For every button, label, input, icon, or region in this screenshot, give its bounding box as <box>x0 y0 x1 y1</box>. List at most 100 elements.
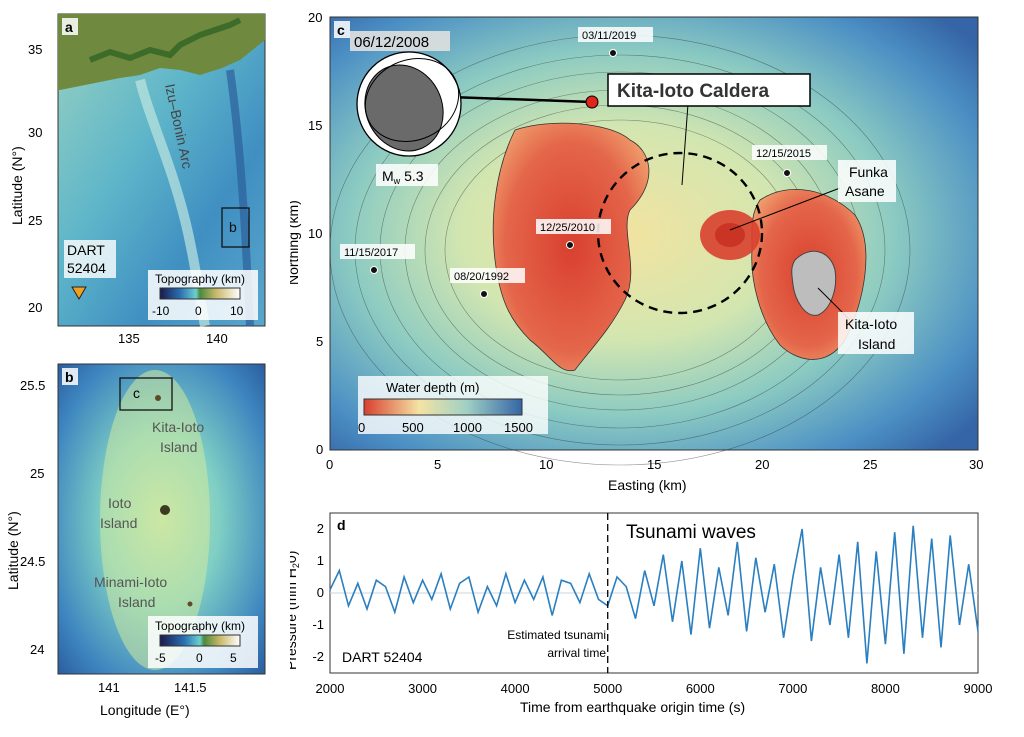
y-tick: 35 <box>28 42 42 57</box>
depth-colorbar-title: Water depth (m) <box>386 380 479 395</box>
x-tick: 0 <box>326 457 333 472</box>
x-tick: 30 <box>969 457 983 472</box>
topo-colorbar <box>159 634 241 647</box>
event-date-label: 12/15/2015 <box>756 148 811 160</box>
y-tick: 15 <box>308 118 322 133</box>
x-tick: 135 <box>118 331 140 346</box>
funka-label-2: Asane <box>845 183 885 199</box>
cb-tick: 1000 <box>453 420 482 435</box>
cb-tick: 10 <box>230 304 244 318</box>
cb-tick: -10 <box>152 304 170 318</box>
panel-b-extent-box <box>221 207 250 248</box>
island-label: Island <box>100 515 137 531</box>
pressure-chart: d Tsunami waves Estimated tsunami arriva… <box>283 512 993 715</box>
panel-c-xticks: 0 5 10 15 20 25 30 <box>326 457 983 472</box>
island-label: Minami-Ioto <box>94 574 167 590</box>
y-tick: 25 <box>28 213 42 228</box>
y-tick: 1 <box>317 553 324 568</box>
pressure-trace <box>329 525 979 664</box>
cb-tick: 0 <box>195 304 202 318</box>
dart-label: DART <box>67 242 105 258</box>
panel-d-ylabel: Pressure (mm H20) <box>290 551 301 670</box>
y-tick: 24 <box>30 642 44 657</box>
event-date-label: 12/25/2010 <box>540 222 595 234</box>
tsunami-label: Tsunami waves <box>626 522 756 543</box>
island-label: Kita-Ioto <box>152 419 204 435</box>
y-tick: 20 <box>28 300 42 315</box>
panel-d-xticks: 2000 3000 4000 5000 6000 7000 8000 9000 <box>316 681 993 696</box>
x-tick: 5 <box>434 457 441 472</box>
island-label: Island <box>118 594 155 610</box>
panel-c: 03/11/2019 12/15/2015 12/25/2010 11/15/2… <box>285 0 1024 500</box>
arrival-label: Estimated tsunami <box>507 628 606 642</box>
panel-a: Izu–Bonin Arc b a DART 52404 Topography … <box>0 0 290 355</box>
x-tick: 140 <box>206 331 228 346</box>
panel-d-yticks: -2 -1 0 1 2 <box>312 521 324 664</box>
caldera-rim <box>596 151 764 315</box>
event-date-label: 08/20/1992 <box>454 271 509 283</box>
cb-tick: 0 <box>358 420 365 435</box>
panel-b-xlabel: Longitude (E°) <box>100 702 190 718</box>
island-name-label-2: Island <box>858 336 895 352</box>
y-tick: 20 <box>308 10 322 25</box>
event-date-label: 11/15/2017 <box>344 247 398 259</box>
y-tick: -2 <box>312 649 324 664</box>
panel-c-ylabel: Northing (km) <box>290 200 301 285</box>
panel-d-xlabel: Time from earthquake origin time (s) <box>520 699 745 715</box>
panel-b-ylabel: Latitude (N°) <box>5 511 21 590</box>
panel-c-label: c <box>337 22 345 38</box>
x-tick: 6000 <box>686 681 715 696</box>
panel-a-label: a <box>65 19 73 35</box>
dart-buoy-icon <box>71 286 87 300</box>
y-tick: 25 <box>30 466 44 481</box>
y-tick: 10 <box>308 226 322 241</box>
depth-colorbar <box>363 398 523 416</box>
box-c-label: c <box>133 385 140 401</box>
panel-c-map: 03/11/2019 12/15/2015 12/25/2010 11/15/2… <box>285 10 983 493</box>
y-tick: 0 <box>317 585 324 600</box>
panel-c-yticks: 0 5 10 15 20 <box>308 10 323 457</box>
x-tick: 7000 <box>778 681 807 696</box>
y-tick: 2 <box>317 521 324 536</box>
y-tick: 30 <box>28 125 42 140</box>
x-tick: 2000 <box>316 681 345 696</box>
arrival-label-2: arrival time <box>547 646 606 660</box>
station-label: DART 52404 <box>342 649 423 665</box>
dart-id-label: 52404 <box>67 260 106 276</box>
topo-colorbar-title: Topography (km) <box>155 619 245 633</box>
topo-colorbar-title: Topography (km) <box>155 272 245 286</box>
x-tick: 8000 <box>871 681 900 696</box>
cb-tick: 0 <box>196 651 203 665</box>
x-tick: 9000 <box>964 681 993 696</box>
funka-label: Funka <box>849 164 888 180</box>
x-tick: 25 <box>863 457 877 472</box>
island-name-label: Kita-Ioto <box>845 316 897 332</box>
magnitude-label: Mw 5.3 <box>382 168 424 186</box>
y-tick: 5 <box>316 334 323 349</box>
seismic-events <box>370 49 791 298</box>
y-tick: -1 <box>312 617 324 632</box>
island-label: Island <box>160 439 197 455</box>
island-label: Ioto <box>108 495 132 511</box>
panel-d-label: d <box>337 517 346 533</box>
x-tick: 20 <box>755 457 769 472</box>
y-tick: 0 <box>316 442 323 457</box>
panel-b-map: c Kita-Ioto Island Ioto Island Minami-Io… <box>5 363 266 718</box>
cb-tick: -5 <box>155 651 166 665</box>
cb-tick: 1500 <box>504 420 533 435</box>
panel-b: c Kita-Ioto Island Ioto Island Minami-Io… <box>0 360 290 730</box>
x-tick: 141 <box>98 680 120 695</box>
cb-tick: 5 <box>230 651 237 665</box>
panel-b-label: b <box>65 369 74 385</box>
topo-colorbar <box>159 287 241 300</box>
y-tick: 25.5 <box>20 378 45 393</box>
y-tick: 24.5 <box>20 554 45 569</box>
panel-a-map: Izu–Bonin Arc b a DART 52404 Topography … <box>9 13 266 346</box>
event-date-label: 03/11/2019 <box>582 30 636 42</box>
x-tick: 10 <box>539 457 553 472</box>
mechanism-date: 06/12/2008 <box>354 34 429 51</box>
panel-c-extent-box <box>119 377 173 411</box>
x-tick: 15 <box>647 457 661 472</box>
cb-tick: 500 <box>402 420 424 435</box>
panel-d: d Tsunami waves Estimated tsunami arriva… <box>283 505 1024 732</box>
